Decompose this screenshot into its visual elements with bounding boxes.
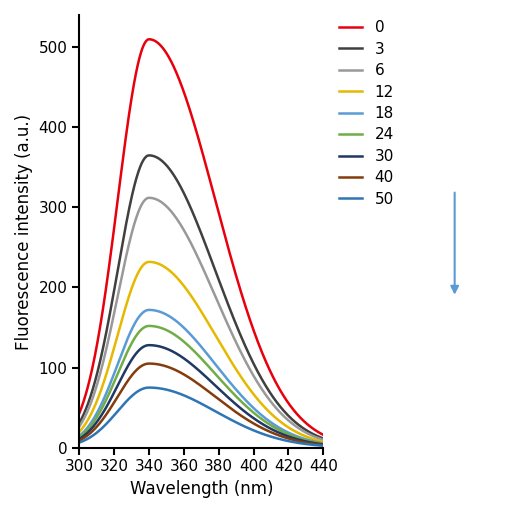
Y-axis label: Fluorescence intensity (a.u.): Fluorescence intensity (a.u.) <box>15 113 33 349</box>
Legend: 0, 3, 6, 12, 18, 24, 30, 40, 50: 0, 3, 6, 12, 18, 24, 30, 40, 50 <box>333 14 400 213</box>
X-axis label: Wavelength (nm): Wavelength (nm) <box>130 480 273 498</box>
